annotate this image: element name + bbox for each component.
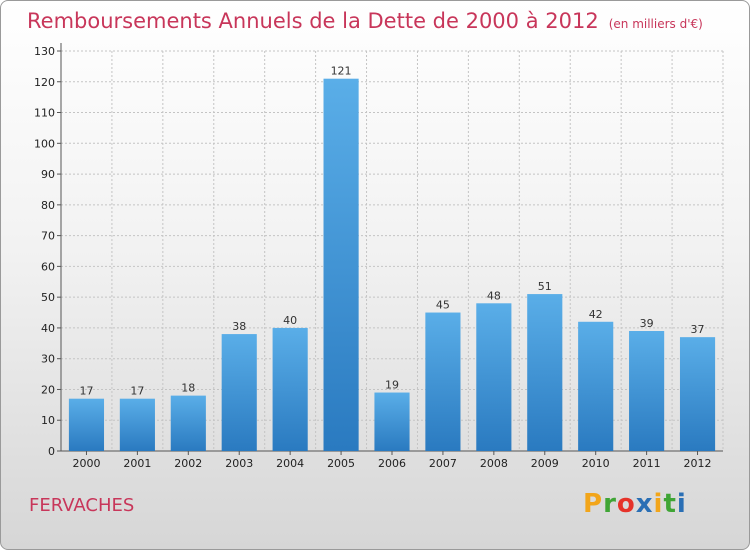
data-label-2012: 37 — [691, 323, 705, 336]
data-label-2009: 51 — [538, 280, 552, 293]
x-tick-label-2006: 2006 — [378, 457, 406, 470]
logo-letter: t — [663, 489, 677, 519]
bar-2006 — [374, 392, 410, 451]
y-tick-label: 0 — [48, 445, 55, 458]
data-label-2011: 39 — [640, 317, 654, 330]
bar-2010 — [578, 321, 614, 451]
logo-letter: x — [635, 489, 654, 519]
x-tick-label-2010: 2010 — [582, 457, 610, 470]
bar-2000 — [68, 398, 105, 451]
x-tick-label-2012: 2012 — [684, 457, 712, 470]
data-label-2001: 17 — [130, 385, 144, 398]
x-tick-label-2008: 2008 — [480, 457, 508, 470]
data-label-2008: 48 — [487, 289, 501, 302]
x-tick-label-2004: 2004 — [276, 457, 304, 470]
bar-2002 — [170, 395, 206, 451]
chart-title-text: Remboursements Annuels de la Dette de 20… — [27, 9, 599, 33]
data-label-2010: 42 — [589, 308, 603, 321]
y-tick-label: 10 — [41, 414, 55, 427]
data-label-2005: 121 — [331, 65, 352, 78]
data-label-2003: 38 — [232, 320, 246, 333]
y-tick-label: 90 — [41, 168, 55, 181]
y-tick-label: 20 — [41, 383, 55, 396]
data-label-2006: 19 — [385, 379, 399, 392]
bar-2003 — [221, 334, 257, 451]
x-tick-label-2005: 2005 — [327, 457, 355, 470]
y-tick-label: 130 — [34, 45, 55, 58]
logo-letter: o — [616, 489, 636, 519]
y-tick-label: 120 — [34, 76, 55, 89]
y-tick-label: 110 — [34, 107, 55, 120]
bar-2011 — [629, 331, 665, 451]
x-tick-label-2009: 2009 — [531, 457, 559, 470]
y-tick-label: 100 — [34, 137, 55, 150]
y-tick-label: 70 — [41, 230, 55, 243]
logo-letter: r — [603, 489, 617, 519]
x-tick-label-2002: 2002 — [174, 457, 202, 470]
bar-2004 — [272, 327, 308, 451]
x-tick-label-2007: 2007 — [429, 457, 457, 470]
chart-title: Remboursements Annuels de la Dette de 20… — [27, 9, 703, 33]
city-name: FERVACHES — [29, 495, 135, 516]
logo-letter: P — [583, 489, 604, 519]
bar-2012 — [679, 337, 716, 451]
x-tick-label-2001: 2001 — [123, 457, 151, 470]
y-tick-label: 40 — [41, 322, 55, 335]
y-tick-label: 50 — [41, 291, 55, 304]
data-label-2007: 45 — [436, 299, 450, 312]
logo-letter: i — [676, 489, 687, 519]
data-label-2004: 40 — [283, 314, 297, 327]
y-tick-label: 80 — [41, 199, 55, 212]
logo-letter: i — [653, 489, 664, 519]
bar-2009 — [527, 294, 563, 451]
data-label-2002: 18 — [181, 382, 195, 395]
y-tick-label: 30 — [41, 353, 55, 366]
x-tick-label-2011: 2011 — [633, 457, 661, 470]
bar-2008 — [476, 303, 512, 451]
y-tick-label: 60 — [41, 260, 55, 273]
bar-2007 — [425, 312, 461, 451]
x-tick-label-2000: 2000 — [72, 457, 100, 470]
proxiti-logo: Proxiti — [583, 489, 687, 519]
chart-unit: (en milliers d'€) — [608, 17, 703, 31]
data-label-2000: 17 — [79, 385, 93, 398]
bar-2005 — [323, 78, 359, 451]
bar-2001 — [119, 398, 155, 451]
x-tick-label-2003: 2003 — [225, 457, 253, 470]
